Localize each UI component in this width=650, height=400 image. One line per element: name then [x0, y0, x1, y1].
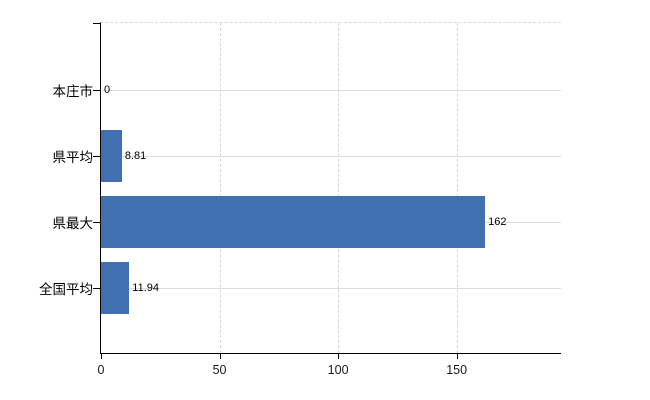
category-label: 本庄市 — [52, 83, 94, 99]
bar-3 — [101, 195, 486, 248]
x-gridline — [219, 23, 221, 353]
x-axis-tick — [101, 354, 102, 359]
value-label: 8.81 — [124, 149, 147, 162]
y-axis-end-tick — [93, 23, 100, 24]
x-gridline — [338, 23, 340, 353]
x-axis-tick-label: 150 — [446, 363, 468, 377]
value-label: 162 — [488, 215, 507, 228]
category-gridline — [101, 155, 561, 157]
value-label: 11.94 — [132, 281, 160, 294]
category-label: 全国平均 — [39, 281, 93, 297]
x-axis-tick — [219, 354, 221, 359]
x-axis-tick — [338, 354, 340, 359]
x-axis-tick-label: 100 — [327, 363, 349, 377]
category-label: 県平均 — [52, 149, 94, 165]
category-tick — [93, 155, 100, 157]
x-axis-tick-label: 50 — [212, 363, 227, 377]
x-axis-tick — [456, 354, 458, 359]
x-axis-tick-label: 0 — [97, 363, 105, 377]
category-gridline — [101, 287, 561, 289]
value-label: 0 — [104, 83, 111, 96]
category-label: 県最大 — [52, 215, 94, 231]
plot-area: 0 50 100 150 本庄市 0 県平均 8.81 県最大 162 全国平均 11.94 — [39, 22, 561, 377]
bar-2 — [101, 129, 122, 182]
category-gridline — [101, 89, 561, 91]
category-tick — [93, 89, 100, 91]
category-tick — [93, 287, 100, 289]
category-tick — [93, 221, 100, 223]
bar-4 — [101, 261, 130, 314]
x-gridline — [456, 23, 458, 353]
